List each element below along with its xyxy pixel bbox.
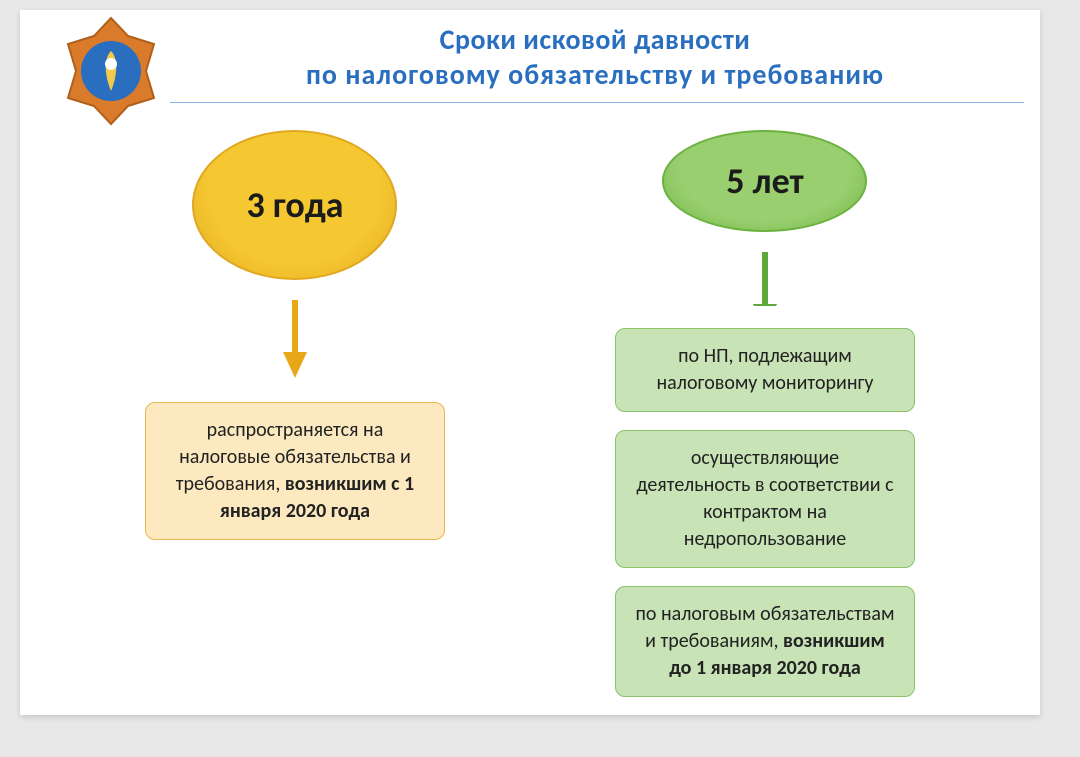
title-line-2: по налоговому обязательству и требованию — [180, 57, 1010, 92]
box-left-1: распространяется на налоговые обязательс… — [145, 402, 445, 540]
arrow-down-left — [280, 300, 310, 380]
ellipse-left-label: 3 года — [247, 183, 344, 227]
header-divider — [170, 102, 1024, 103]
ellipse-3-years: 3 года — [192, 130, 397, 280]
slide: Сроки исковой давности по налоговому обя… — [20, 10, 1040, 715]
box-right-1: по НП, подлежащим налоговому мониторингу — [615, 328, 915, 412]
columns: 3 года распространяется на налоговые обя… — [20, 130, 1040, 715]
ellipse-right-label: 5 лет — [726, 159, 803, 203]
title-line-1: Сроки исковой давности — [180, 22, 1010, 57]
box-right-3: по налоговым обязательствам и требования… — [615, 586, 915, 697]
column-right: 5 лет по НП, подлежащим налоговому монит… — [549, 130, 981, 715]
arrow-down-right — [750, 252, 780, 306]
ellipse-5-years: 5 лет — [662, 130, 867, 232]
box-right-1-text: по НП, подлежащим налоговому мониторингу — [656, 344, 873, 395]
box-right-2-text: осуществляющие деятельность в соответств… — [636, 446, 893, 551]
slide-header: Сроки исковой давности по налоговому обя… — [20, 10, 1040, 100]
column-left: 3 года распространяется на налоговые обя… — [79, 130, 511, 715]
box-right-2: осуществляющие деятельность в соответств… — [615, 430, 915, 568]
